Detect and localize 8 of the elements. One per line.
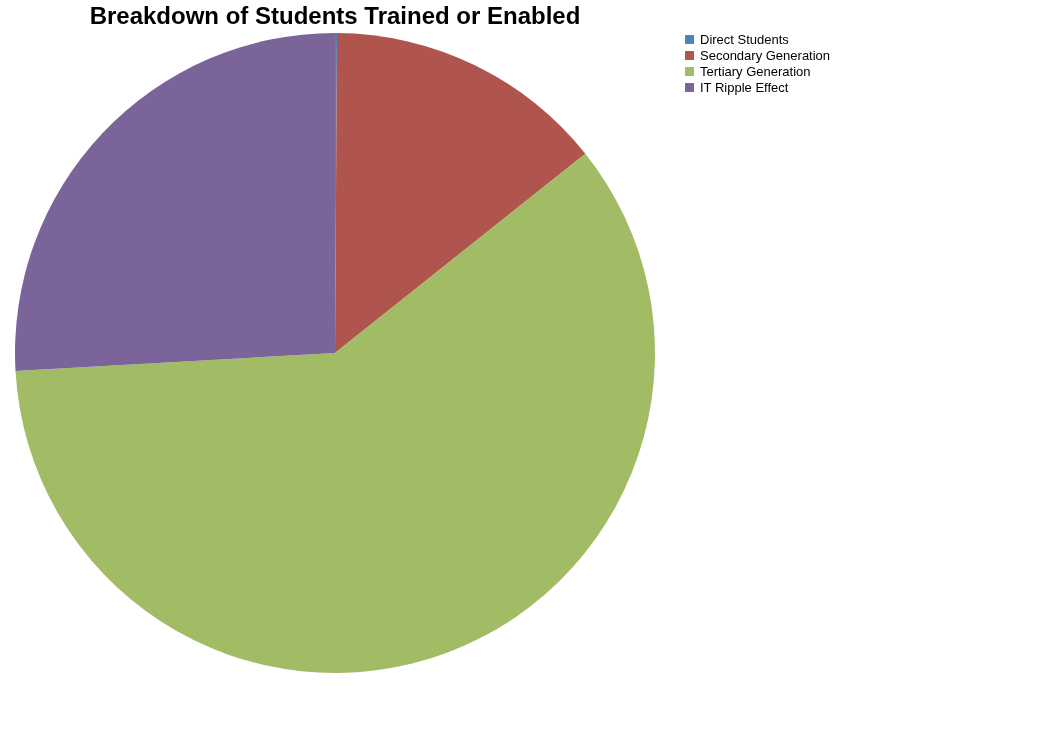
pie-slice: [335, 33, 586, 353]
legend-label: IT Ripple Effect: [700, 79, 789, 95]
legend-label: Direct Students: [700, 31, 790, 47]
pie-slice: [15, 33, 335, 372]
legend-label: Secondary Generation: [700, 47, 831, 63]
legend-label: Tertiary Generation: [700, 63, 811, 79]
chart-title: Breakdown of Students Trained or Enabled: [89, 2, 581, 29]
pie-slice: [15, 153, 655, 673]
